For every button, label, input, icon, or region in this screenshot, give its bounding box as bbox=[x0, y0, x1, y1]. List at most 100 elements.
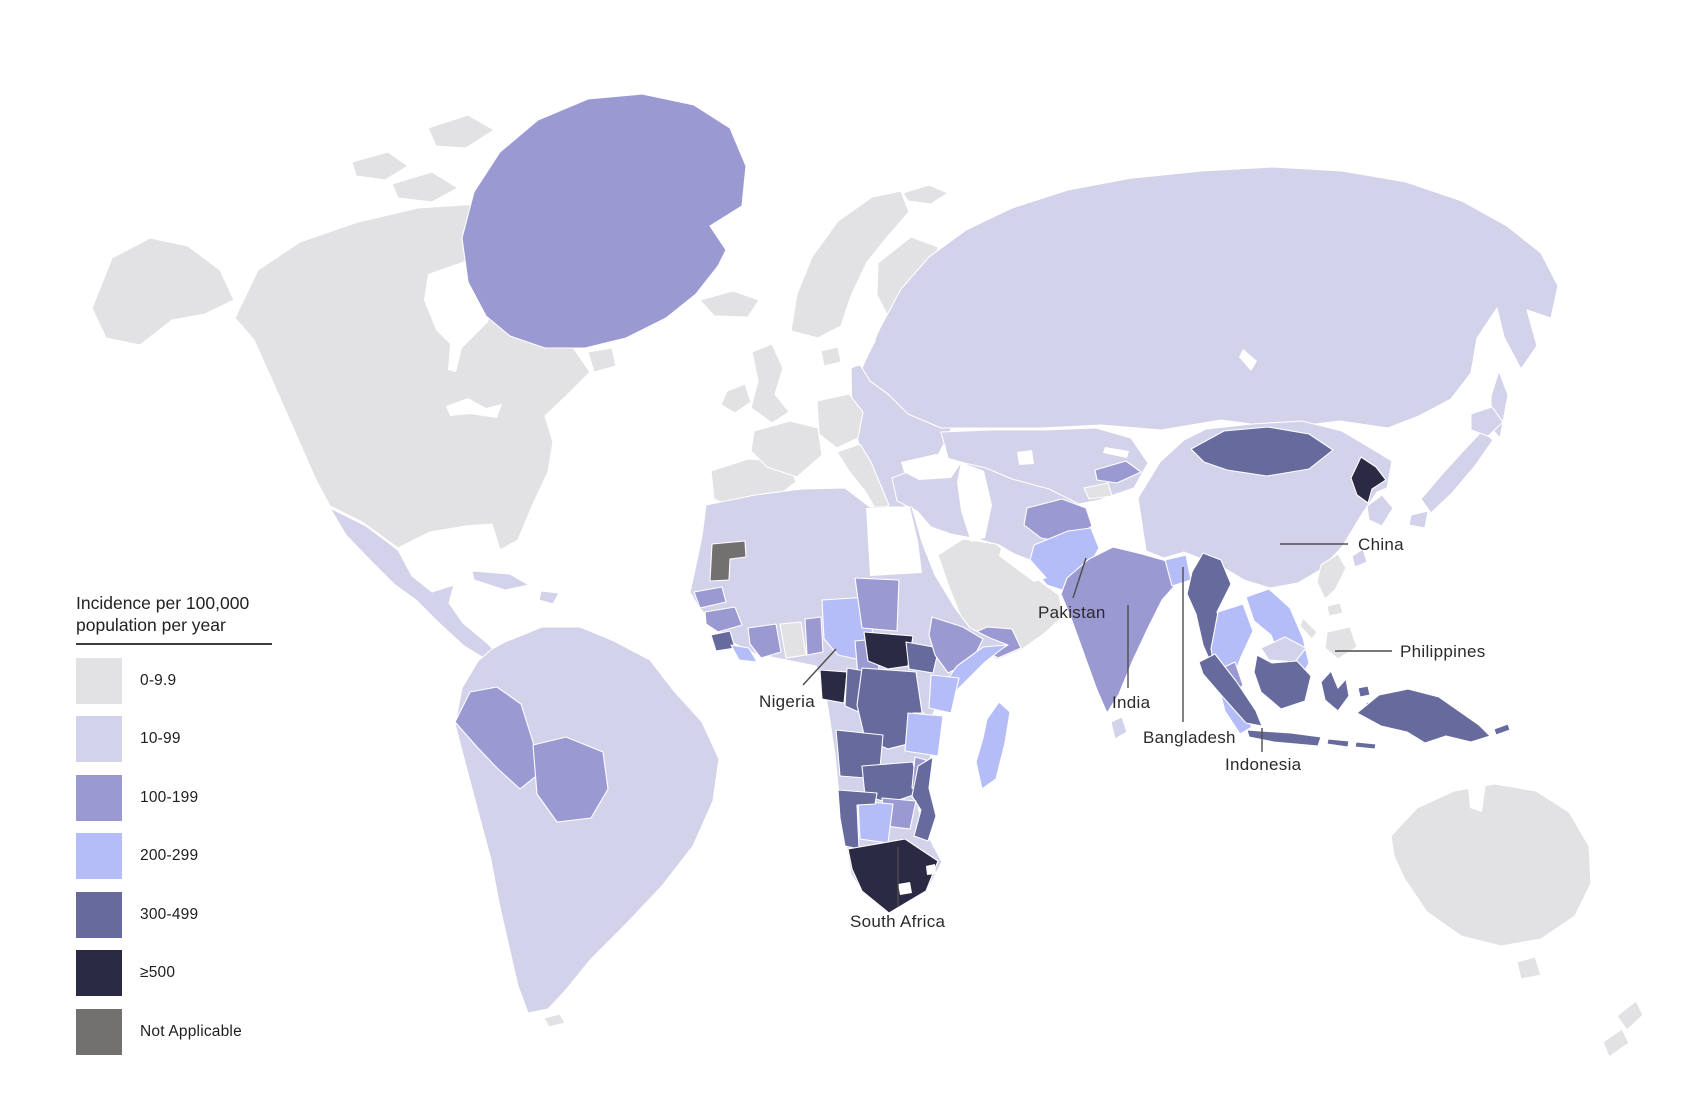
country-bolivia bbox=[532, 736, 609, 823]
country-botswana bbox=[857, 800, 894, 844]
country-south-africa bbox=[847, 838, 939, 914]
country-senegal bbox=[693, 586, 727, 609]
region-tasmania bbox=[1516, 956, 1542, 980]
country-guinea bbox=[704, 606, 743, 633]
country-japan-hokkaido bbox=[1470, 406, 1504, 437]
aral-sea bbox=[1017, 450, 1034, 465]
legend-swatch-300-499 bbox=[76, 891, 122, 938]
country-china bbox=[1137, 420, 1393, 589]
country-new-zealand-south bbox=[1602, 1028, 1630, 1058]
legend-label-not-applicable: Not Applicable bbox=[140, 1022, 242, 1040]
continent-africa bbox=[689, 487, 1011, 914]
country-france bbox=[750, 420, 823, 478]
label-philippines: Philippines bbox=[1335, 642, 1486, 661]
legend-label-200-299: 200-299 bbox=[140, 847, 199, 864]
country-ivory-coast bbox=[747, 623, 782, 659]
leader-line-nigeria bbox=[802, 648, 837, 686]
legend-item-10-99: 10-99 bbox=[76, 716, 336, 762]
label-india: India bbox=[1112, 605, 1151, 712]
label-indonesia: Indonesia bbox=[1225, 728, 1302, 774]
caspian-sea bbox=[957, 462, 992, 542]
legend-item-0-9: 0-9.9 bbox=[76, 657, 336, 704]
country-russia bbox=[861, 166, 1559, 431]
country-ghana bbox=[779, 621, 807, 659]
region-sumatra bbox=[1198, 653, 1263, 727]
country-south-sudan bbox=[905, 641, 940, 674]
region-arctic-island-banks bbox=[351, 151, 409, 181]
baltic-sea bbox=[852, 322, 876, 368]
region-hispaniola bbox=[538, 590, 560, 605]
country-liberia bbox=[730, 644, 758, 663]
label-text-south-africa: South Africa bbox=[850, 912, 946, 931]
legend-swatch-200-299 bbox=[76, 833, 122, 879]
region-new-guinea bbox=[1356, 688, 1491, 744]
persian-gulf bbox=[999, 548, 1047, 582]
label-china: China bbox=[1280, 535, 1404, 554]
country-eswatini-cutout bbox=[926, 864, 936, 875]
country-japan-honshu bbox=[1420, 430, 1494, 514]
country-sierra-leone bbox=[710, 630, 736, 652]
country-western-sahara bbox=[709, 540, 747, 582]
label-text-pakistan: Pakistan bbox=[1038, 603, 1106, 622]
label-text-indonesia: Indonesia bbox=[1225, 755, 1302, 774]
legend-label-100-199: 100-199 bbox=[140, 788, 199, 806]
legend-item-200-299: 200-299 bbox=[76, 833, 336, 879]
country-italy bbox=[836, 443, 890, 514]
legend-underline bbox=[76, 643, 272, 645]
country-namibia bbox=[837, 789, 878, 850]
label-text-china: China bbox=[1358, 535, 1404, 554]
legend: Incidence per 100,000 population per yea… bbox=[76, 592, 336, 1055]
legend-label-10-99: 10-99 bbox=[140, 730, 181, 747]
legend-swatch-100-199 bbox=[76, 774, 122, 821]
region-taiwan bbox=[1351, 548, 1368, 568]
region-borneo-north-malaysia bbox=[1260, 636, 1307, 663]
lake-balkhash bbox=[1103, 447, 1129, 458]
country-united-kingdom bbox=[750, 343, 790, 424]
country-cuba bbox=[471, 570, 530, 591]
country-tajikistan bbox=[1083, 482, 1113, 500]
label-pakistan: Pakistan bbox=[1038, 557, 1106, 622]
region-south-america-base bbox=[454, 626, 720, 1014]
label-south-africa: South Africa bbox=[850, 847, 946, 931]
gulf-of-carpentaria bbox=[1468, 783, 1486, 812]
region-lesser-sunda-1 bbox=[1326, 738, 1350, 748]
country-south-korea bbox=[1366, 494, 1394, 527]
legend-swatch-10-99 bbox=[76, 716, 122, 762]
country-sri-lanka bbox=[1110, 716, 1128, 740]
region-java bbox=[1246, 729, 1322, 747]
legend-swatch-500-plus bbox=[76, 950, 122, 996]
legend-label-500-plus: ≥500 bbox=[140, 964, 176, 981]
country-ireland bbox=[720, 383, 752, 414]
region-svalbard bbox=[902, 184, 949, 205]
region-sulawesi bbox=[1320, 670, 1350, 712]
country-chad bbox=[854, 577, 900, 632]
label-bangladesh: Bangladesh bbox=[1143, 567, 1236, 747]
lake-baikal bbox=[1239, 349, 1257, 371]
region-maluku-1 bbox=[1357, 685, 1371, 698]
country-kyrgyzstan bbox=[1094, 460, 1142, 484]
label-text-india: India bbox=[1112, 693, 1151, 712]
country-japan-kyushu bbox=[1408, 510, 1429, 529]
region-borneo-kalimantan bbox=[1253, 654, 1312, 710]
region-southeast-asia bbox=[1186, 552, 1511, 750]
country-kenya bbox=[928, 674, 960, 714]
region-png-island-arc bbox=[1493, 723, 1511, 736]
region-central-europe bbox=[816, 393, 864, 449]
region-east-asia bbox=[1137, 406, 1504, 589]
country-philippines-visayas bbox=[1326, 602, 1344, 617]
legend-item-300-499: 300-499 bbox=[76, 891, 336, 938]
country-north-korea bbox=[1350, 456, 1387, 504]
region-scandinavia bbox=[790, 190, 910, 339]
country-alaska bbox=[91, 237, 235, 346]
country-egypt-unshaded bbox=[866, 507, 922, 576]
label-text-nigeria: Nigeria bbox=[759, 692, 815, 711]
country-tanzania bbox=[904, 712, 944, 757]
legend-swatch-not-applicable bbox=[76, 1008, 122, 1055]
black-sea bbox=[901, 454, 962, 480]
label-text-philippines: Philippines bbox=[1400, 642, 1486, 661]
region-arctic-island-victoria bbox=[391, 171, 459, 203]
label-text-bangladesh: Bangladesh bbox=[1143, 728, 1236, 747]
country-iceland bbox=[699, 290, 760, 318]
